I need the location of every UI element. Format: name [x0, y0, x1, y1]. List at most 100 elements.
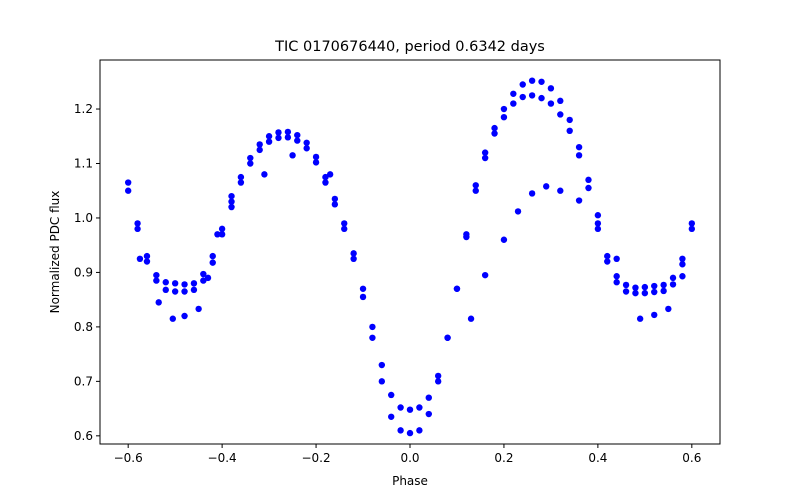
data-point-s0-39	[491, 124, 498, 132]
data-point-s1-21	[322, 179, 329, 186]
data-point-s0-45	[547, 85, 555, 92]
data-point-s1-6	[181, 288, 188, 295]
data-point-s0-38	[481, 149, 489, 156]
data-point-s0-12	[237, 173, 245, 181]
data-point-s1-5	[171, 288, 179, 295]
data-point-s0-46	[557, 97, 564, 105]
data-point-s0-26	[369, 323, 376, 331]
data-point-s1-14	[256, 146, 263, 154]
data-point-s1-15	[265, 138, 273, 145]
data-point-s1-22	[331, 201, 339, 208]
plot-frame	[99, 59, 721, 445]
data-point-s1-42	[519, 93, 526, 101]
data-point-s1-25	[359, 293, 367, 301]
y-tick-label: 0.7	[74, 374, 93, 388]
data-point-s0-49	[585, 176, 592, 184]
data-point-s0-0	[124, 179, 132, 186]
data-point-s0-56	[651, 282, 658, 290]
data-point-s1-60	[688, 225, 696, 233]
data-point-s1-20	[312, 159, 320, 166]
data-point-s2-0	[136, 255, 144, 263]
data-point-s0-11	[228, 198, 235, 205]
data-point-s2-21	[636, 315, 644, 322]
data-point-s1-31	[416, 427, 423, 434]
data-point-s1-2	[143, 258, 151, 265]
data-point-s0-52	[613, 273, 620, 280]
data-point-s1-26	[369, 334, 376, 341]
data-point-s1-50	[594, 225, 602, 233]
data-point-s0-7	[190, 280, 198, 287]
data-point-s1-47	[566, 127, 573, 135]
data-point-s2-6	[214, 231, 221, 238]
data-point-s0-9	[209, 252, 216, 260]
data-point-s1-30	[406, 429, 414, 437]
chart-title: TIC 0170676440, period 0.6342 days	[274, 39, 545, 55]
x-tick-label: 0.6	[682, 451, 701, 465]
data-point-s1-0	[124, 187, 132, 194]
data-point-s2-16	[543, 183, 550, 190]
data-point-s2-13	[500, 236, 508, 243]
data-point-s1-44	[538, 94, 545, 102]
data-point-s1-13	[247, 160, 254, 167]
data-point-s1-37	[472, 187, 479, 194]
data-point-s1-18	[294, 137, 301, 144]
x-axis-ticks: −0.6 −0.4 −0.2 0.0 0.2 0.4 0.6	[114, 444, 701, 465]
data-point-s0-58	[669, 274, 677, 282]
data-point-s2-3	[181, 312, 188, 320]
data-point-s1-32	[425, 410, 432, 418]
y-tick-label: 0.6	[74, 429, 93, 443]
data-point-s1-41	[510, 100, 517, 107]
data-point-s2-5	[204, 274, 212, 282]
data-point-s2-20	[613, 255, 620, 263]
data-point-s0-42	[519, 81, 526, 88]
data-point-s1-3	[153, 277, 160, 284]
data-point-s0-57	[660, 281, 667, 289]
data-point-s0-60	[688, 220, 696, 227]
data-point-s0-47	[566, 116, 573, 124]
data-point-s2-23	[665, 305, 672, 313]
data-point-s1-57	[660, 287, 667, 295]
y-tick-label: 1.1	[74, 156, 93, 170]
data-point-s1-51	[604, 258, 611, 265]
data-point-s0-43	[528, 77, 536, 84]
data-point-s0-37	[472, 182, 479, 189]
data-point-s1-23	[341, 225, 348, 233]
data-point-s1-38	[481, 154, 489, 162]
data-point-s1-17	[284, 134, 292, 141]
data-point-s0-29	[397, 404, 404, 411]
data-point-s2-2	[169, 315, 176, 322]
data-point-s0-20	[312, 153, 320, 161]
data-point-s0-40	[500, 105, 508, 113]
data-point-s1-28	[388, 413, 395, 420]
data-point-s0-30	[406, 406, 414, 413]
data-point-s1-10	[218, 231, 226, 238]
data-point-s0-1	[134, 220, 141, 227]
y-axis-ticks: 0.6 0.7 0.8 0.9 1.0 1.1 1.2	[74, 102, 100, 443]
data-point-s2-7	[228, 192, 235, 200]
data-point-s0-53	[622, 281, 630, 289]
data-point-s0-13	[247, 154, 254, 162]
data-point-s2-24	[679, 273, 686, 280]
data-point-s0-21	[322, 173, 329, 181]
data-point-s0-19	[303, 139, 310, 146]
data-point-s1-53	[622, 288, 630, 295]
data-point-s2-12	[481, 271, 489, 279]
data-point-s0-31	[416, 404, 423, 411]
data-point-s0-8	[200, 270, 207, 278]
data-point-s1-52	[613, 279, 620, 286]
data-point-s1-39	[491, 130, 498, 137]
x-tick-label: 0.0	[400, 451, 419, 465]
x-tick-label: −0.4	[208, 451, 237, 465]
y-tick-label: 1.0	[74, 211, 93, 225]
x-tick-label: −0.2	[301, 451, 330, 465]
data-point-s1-16	[275, 134, 282, 142]
data-point-s1-29	[397, 427, 404, 434]
data-point-s0-15	[265, 133, 273, 140]
data-point-s2-14	[514, 208, 522, 215]
data-point-s0-32	[425, 394, 432, 401]
data-point-s2-10	[326, 171, 334, 178]
data-point-s0-50	[594, 220, 602, 227]
data-point-s1-11	[228, 203, 235, 211]
